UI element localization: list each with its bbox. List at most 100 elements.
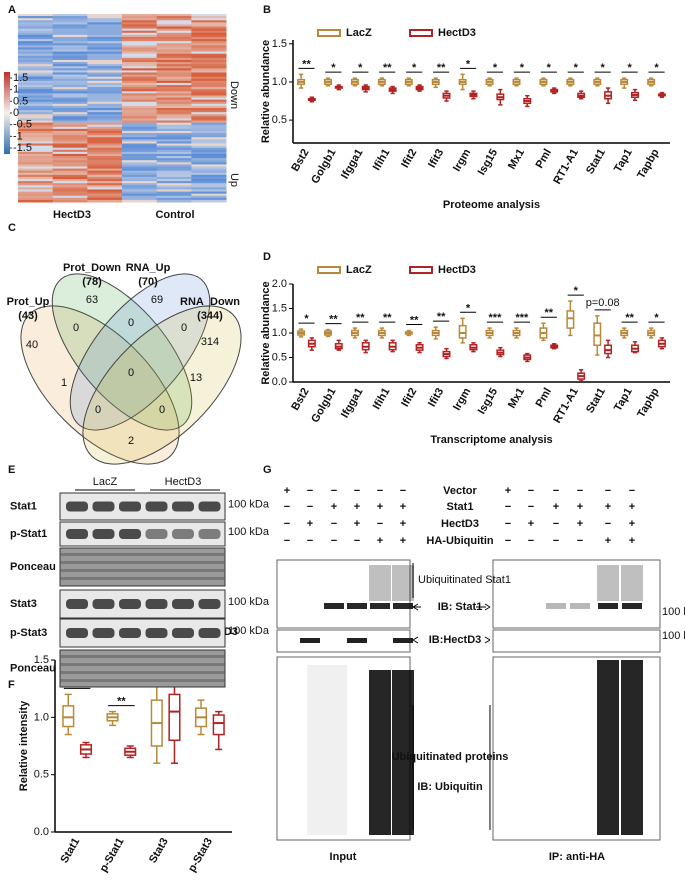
significance-label: * (466, 302, 471, 314)
lane-sign: − (553, 518, 559, 530)
heatmap-cell (18, 191, 54, 195)
lane-sign: + (553, 501, 559, 513)
lane-sign: + (354, 518, 360, 530)
colorbar-tick-label: -1 (13, 130, 23, 142)
heatmap-cell (87, 64, 123, 67)
lane-sign: − (553, 535, 559, 547)
heatmap-cell (18, 128, 54, 132)
venn-set (51, 273, 193, 431)
y-axis-label: Relative intensity (18, 700, 30, 791)
heatmap-cell (52, 118, 88, 122)
heatmap-cell (191, 174, 227, 178)
heatmap-cell (18, 103, 54, 107)
blot-band (370, 603, 390, 609)
heatmap-cell (191, 78, 227, 82)
lane-sign: − (377, 518, 383, 530)
heatmap-cell (18, 118, 54, 122)
heatmap-cell (191, 116, 227, 119)
heatmap-cell (191, 101, 227, 105)
lane-sign: − (307, 535, 313, 547)
row-label: Stat3 (10, 598, 37, 610)
heatmap-cell (87, 85, 123, 88)
significance-label: * (654, 312, 659, 324)
blot-frame (276, 629, 411, 653)
x-tick-label: RT1-A1 (551, 386, 581, 425)
heatmap-cell (156, 118, 192, 122)
annotation: IB: Stat1 (438, 601, 483, 613)
heatmap-cell (18, 185, 54, 188)
heatmap-cell (52, 32, 88, 36)
lane-sign: − (354, 485, 360, 497)
heatmap-cell (191, 126, 227, 130)
row-label: p-Stat1 (10, 528, 47, 540)
heatmap-cell (122, 101, 158, 105)
heatmap-cell (191, 32, 227, 36)
heatmap-cell (18, 147, 54, 151)
heatmap-cell (122, 149, 158, 153)
y-tick-label: 1.0 (272, 76, 287, 88)
heatmap-cell (191, 151, 227, 155)
heatmap-cell (18, 91, 54, 94)
heatmap-cell (191, 130, 227, 134)
heatmap-cell (122, 105, 158, 109)
heatmap-cell (18, 197, 54, 201)
heatmap-cell (18, 112, 54, 115)
heatmap-cell (87, 181, 123, 184)
heatmap-cell (87, 68, 123, 71)
heatmap-cell (156, 72, 192, 76)
heatmap-cell (122, 124, 158, 128)
heatmap-cell (156, 156, 192, 159)
ubiquitin-smear (597, 660, 619, 835)
heatmap-cell (87, 51, 123, 55)
heatmap-cell (87, 160, 123, 163)
lane-sign: + (400, 518, 406, 530)
heatmap-cell (156, 187, 192, 190)
y-tick-label: 0.0 (272, 376, 287, 388)
heatmap-cell (156, 49, 192, 53)
lane-sign: − (377, 485, 383, 497)
heatmap-cell (122, 14, 158, 17)
x-tick-label: p-Stat1 (98, 836, 127, 874)
heatmap-cell (156, 93, 192, 96)
heatmap-cell (52, 59, 88, 63)
heatmap-cell (87, 22, 123, 25)
heatmap-cell (156, 141, 192, 145)
arrow (412, 636, 491, 644)
significance-label: ** (117, 696, 126, 708)
marker-label: 100 kDa (228, 596, 270, 608)
heatmap-cell (122, 120, 158, 124)
heatmap-cell (122, 151, 158, 155)
venn-region-count: 0 (181, 322, 187, 334)
heatmap-cell (18, 145, 54, 149)
heatmap-cell (52, 195, 88, 199)
heatmap-cell (52, 164, 88, 167)
heatmap-cell (156, 51, 192, 55)
lane-sign: − (528, 501, 534, 513)
heatmap-cell (52, 120, 88, 124)
lane-sign: + (577, 501, 583, 513)
heatmap-cell (191, 162, 227, 165)
heatmap-cell (156, 116, 192, 119)
y-tick-label: 1.0 (34, 711, 49, 723)
heatmap-cell (52, 156, 88, 159)
heatmap-cell (191, 158, 227, 161)
heatmap-cell (191, 147, 227, 151)
heatmap-cell (52, 133, 88, 136)
heatmap-cell (156, 70, 192, 73)
heatmap-cell (122, 176, 158, 180)
heatmap-cell (18, 20, 54, 23)
legend-label: HectD3 (438, 264, 476, 276)
lane-sign: − (331, 485, 337, 497)
heatmap-cell (191, 170, 227, 174)
heatmap-cell (191, 145, 227, 149)
y-tick-label: 1.5 (272, 38, 287, 50)
heatmap-cell (191, 176, 227, 180)
heatmap-cell (18, 95, 54, 99)
heatmap-cell (122, 128, 158, 132)
heatmap-cell (18, 174, 54, 178)
heatmap-cell (18, 187, 54, 190)
heatmap-cell (191, 187, 227, 190)
heatmap-cell (87, 80, 123, 84)
heatmap-cell (52, 185, 88, 188)
